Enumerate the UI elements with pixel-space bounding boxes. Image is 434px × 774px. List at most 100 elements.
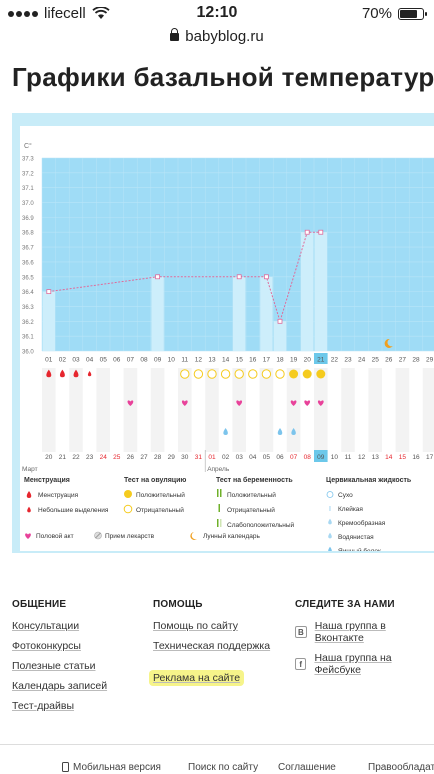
y-tick-label: 36.1	[22, 335, 34, 341]
calendar-date: 29	[168, 454, 176, 461]
highlighted-date	[314, 450, 328, 462]
legend-pregnancy-weak-icon	[220, 519, 222, 527]
intercourse-heart-icon	[290, 400, 297, 406]
copyright-holder-link[interactable]: Правообладатель	[368, 762, 434, 773]
row-stripe	[368, 368, 382, 452]
legend-item: Кремообразная	[338, 519, 386, 527]
calendar-date: 26	[127, 454, 135, 461]
row-stripe	[205, 368, 219, 452]
intercourse-heart-icon	[317, 400, 324, 406]
footer-link-vk[interactable]: B Наша группа в Вконтакте	[295, 620, 434, 644]
footer-link-articles[interactable]: Полезные статьи	[12, 660, 96, 672]
legend-pregnancy-positive-icon	[217, 489, 219, 497]
menstruation-drop-icon	[87, 371, 92, 377]
temperature-point	[236, 274, 242, 280]
menstruation-drop-icon	[59, 369, 65, 378]
calendar-date: 10	[331, 454, 339, 461]
menstruation-drop-icon	[46, 369, 52, 378]
site-search-link[interactable]: Поиск по сайту	[188, 762, 259, 773]
row-stripe	[259, 368, 274, 452]
calendar-date: 12	[358, 454, 366, 461]
vk-icon: B	[295, 626, 307, 638]
row-stripe	[286, 368, 301, 452]
moon-icon	[384, 338, 393, 348]
temperature-point	[155, 274, 161, 280]
footer-link-calendar[interactable]: Календарь записей	[12, 680, 108, 692]
row-stripe	[314, 368, 328, 452]
temperature-point	[318, 229, 324, 235]
calendar-date: 14	[385, 454, 393, 461]
y-tick-label: 36.6	[22, 260, 34, 266]
footer-link-help[interactable]: Помощь по сайту	[153, 620, 239, 632]
battery-percent: 70%	[361, 5, 392, 22]
row-stripe	[422, 368, 434, 452]
calendar-date: 13	[372, 454, 380, 461]
footer-link-advertising[interactable]: Реклама на сайте	[149, 670, 245, 686]
legend-item: Половой акт	[36, 532, 74, 540]
legend-item: Отрицательный	[136, 506, 184, 514]
y-tick-label: 36.0	[22, 350, 34, 356]
lock-icon	[170, 28, 180, 41]
day-label: 19	[290, 357, 298, 364]
footer-link-support[interactable]: Техническая поддержка	[153, 640, 271, 652]
menstruation-drop-icon	[73, 369, 79, 378]
row-stripe	[96, 368, 110, 452]
row-stripe	[232, 368, 246, 452]
calendar-date: 03	[236, 454, 244, 461]
address-bar[interactable]: babyblog.ru	[0, 28, 434, 45]
bbt-chart[interactable]: C° 36.0 36.1 36.2 36.3 36.4 36.5 36.6 36.7 36.8 36…	[20, 126, 434, 551]
temperature-bar	[301, 232, 314, 351]
day-label: 11	[181, 357, 188, 364]
cervical-fluid-icon	[277, 428, 283, 435]
calendar-date: 27	[140, 454, 148, 461]
footer-link-consultations[interactable]: Консультации	[12, 620, 80, 632]
intercourse-heart-icon	[236, 400, 243, 406]
day-label: 14	[222, 357, 230, 364]
day-label: 27	[399, 357, 407, 364]
highlighted-day	[314, 353, 328, 364]
agreement-link[interactable]: Соглашение	[278, 762, 336, 773]
footer-link-facebook[interactable]: f Наша группа на Фейсбуке	[295, 652, 434, 676]
row-stripe	[150, 368, 165, 452]
cervical-fluid-icon	[223, 428, 228, 435]
calendar-date: 17	[426, 454, 434, 461]
legend-ovulation-positive-icon	[124, 490, 132, 498]
legend-title: Тест на овуляцию	[124, 477, 186, 484]
ovulation-positive-icon	[289, 369, 299, 379]
ovulation-positive-icon	[316, 369, 326, 379]
legend-intercourse-icon	[25, 533, 31, 539]
calendar-date: 30	[181, 454, 189, 461]
cervical-watery-icon	[328, 532, 332, 539]
legend-item: Прием лекарств	[105, 533, 155, 540]
chart-canvas: C° 36.0 36.1 36.2 36.3 36.4 36.5 36.6 36.7 36.8 36…	[22, 142, 434, 551]
legend-item: Менструация	[38, 492, 79, 499]
day-label: 06	[113, 357, 121, 364]
y-tick-label: 36.7	[22, 246, 34, 252]
row-stripe	[341, 368, 355, 452]
mobile-icon	[62, 762, 69, 772]
footer-link-test-drives[interactable]: Тест-драйвы	[12, 700, 75, 712]
temperature-bar	[273, 321, 287, 351]
intercourse-heart-icon	[127, 400, 134, 406]
day-label: 16	[249, 357, 257, 364]
mobile-version-link[interactable]: Мобильная версия	[62, 762, 161, 774]
y-tick-label: 36.2	[22, 320, 34, 326]
y-tick-label: 37.1	[22, 186, 34, 192]
ovulation-negative-icon	[207, 369, 217, 379]
calendar-date: 08	[304, 454, 312, 461]
ovulation-negative-icon	[180, 369, 190, 379]
day-label: 15	[236, 357, 244, 364]
calendar-date: 06	[276, 454, 284, 461]
footer-community: ОБЩЕНИЕ Консультации Фотоконкурсы Полезн…	[12, 599, 107, 720]
cervical-creamy-icon	[328, 518, 332, 525]
footer-link-photo-contests[interactable]: Фотоконкурсы	[12, 640, 81, 652]
intercourse-heart-icon	[181, 400, 188, 406]
calendar-date: 21	[59, 454, 67, 461]
footer-follow: СЛЕДИТЕ ЗА НАМИ B Наша группа в Вконтакте…	[295, 599, 434, 684]
calendar-date: 22	[72, 454, 80, 461]
day-label: 01	[45, 357, 53, 364]
day-label: 12	[195, 357, 203, 364]
day-label: 03	[72, 357, 80, 364]
intercourse-heart-icon	[304, 400, 311, 406]
legend-item: Лунный календарь	[203, 532, 260, 540]
